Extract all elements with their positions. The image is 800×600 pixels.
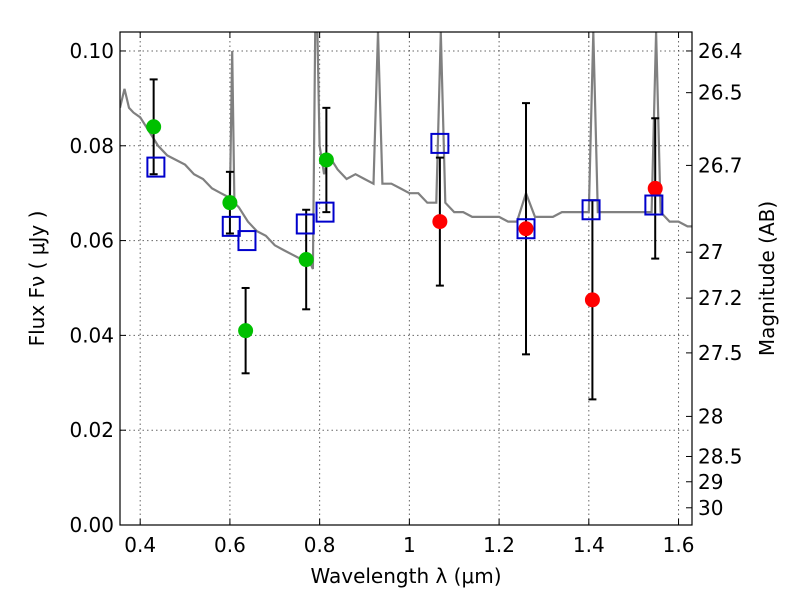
y-tick-label: 0.10 <box>69 39 114 63</box>
y2-tick-label: 26.4 <box>698 39 743 63</box>
x-tick-label: 0.6 <box>214 533 246 557</box>
x-tick-label: 1.4 <box>573 533 605 557</box>
observed-point <box>584 292 600 308</box>
y2-tick-label: 27.2 <box>698 286 743 310</box>
observed-point <box>146 119 162 135</box>
y-tick-label: 0.08 <box>69 134 114 158</box>
model-spectrum-line <box>120 32 692 270</box>
model-photometry-square <box>221 215 241 237</box>
y2-tick-label: 27 <box>698 240 723 264</box>
y2-tick-label: 30 <box>698 496 723 520</box>
model-photometry-square <box>315 201 335 223</box>
observed-point <box>298 252 314 268</box>
model-spectrum <box>120 32 692 270</box>
y2-tick-label: 26.5 <box>698 81 743 105</box>
y-axis-label: Flux Fν ( μJy ) <box>25 211 49 347</box>
observed-point <box>222 195 238 211</box>
model-photometry-square <box>237 230 257 252</box>
x-tick-label: 1 <box>403 533 416 557</box>
x-axis-label: Wavelength λ (μm) <box>310 564 501 588</box>
y2-tick-label: 27.5 <box>698 341 743 365</box>
model-photometry-square <box>644 194 664 216</box>
y2-tick-label: 26.7 <box>698 153 743 177</box>
model-photometry-square <box>295 213 315 235</box>
y2-axis-label: Magnitude (AB) <box>755 201 779 356</box>
model-photometry-boxes <box>146 132 664 252</box>
y2-tick-label: 28 <box>698 404 723 428</box>
y-tick-label: 0.06 <box>69 229 114 253</box>
error-bars <box>149 78 660 401</box>
observed-point <box>238 323 254 339</box>
axis-ticks: 0.4 0.6 0.8 1 1.2 1.4 1.6 0.00 0.02 0.04 0.06 0.08 0… <box>69 32 743 557</box>
model-photometry-square <box>430 132 450 154</box>
data-points <box>146 119 663 339</box>
observed-point <box>518 221 534 237</box>
y2-tick-label: 29 <box>698 470 723 494</box>
model-photometry-square <box>581 199 601 221</box>
grid-lines <box>120 32 692 526</box>
model-photometry-square <box>146 156 166 178</box>
y2-tick-label: 28.5 <box>698 444 743 468</box>
plot-frame <box>119 31 693 526</box>
model-photometry-square <box>516 218 536 240</box>
observed-point <box>647 180 663 196</box>
x-tick-label: 1.2 <box>483 533 515 557</box>
x-tick-label: 0.4 <box>124 533 156 557</box>
observed-point <box>432 214 448 230</box>
x-tick-label: 1.6 <box>663 533 695 557</box>
x-tick-label: 0.8 <box>304 533 336 557</box>
observed-point <box>318 152 334 168</box>
y-tick-label: 0.02 <box>69 418 114 442</box>
y-tick-label: 0.00 <box>69 513 114 537</box>
y-tick-label: 0.04 <box>69 323 114 347</box>
